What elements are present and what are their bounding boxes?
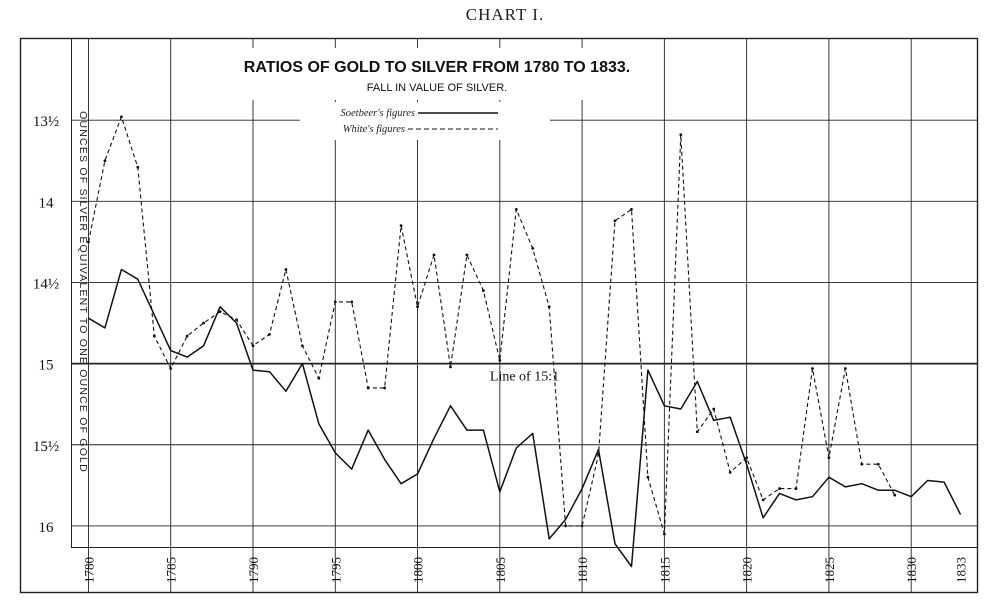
chart-subtitle: FALL IN VALUE OF SILVER. (367, 82, 507, 94)
data-point (843, 367, 847, 370)
data-point (712, 407, 716, 411)
data-point (860, 462, 864, 466)
data-point (449, 365, 452, 369)
page-heading: CHART I. (466, 5, 544, 24)
data-point (630, 208, 633, 211)
data-point (580, 524, 584, 528)
data-point (662, 532, 666, 536)
x-tick-label: 1795 (328, 557, 343, 583)
data-point (481, 289, 485, 292)
data-point (876, 462, 880, 466)
legend: Soetbeer's figures White's figures (341, 108, 498, 135)
data-point (498, 358, 502, 362)
data-point (465, 253, 469, 257)
data-point (350, 300, 354, 304)
y-tick-label: 14 (39, 195, 55, 211)
data-point (893, 493, 897, 497)
data-point (169, 367, 173, 370)
data-point (87, 240, 90, 244)
series-line-white (87, 116, 896, 535)
y-tick-label: 15 (39, 358, 54, 374)
data-point (317, 376, 321, 380)
x-tick-label: 1790 (246, 557, 261, 583)
y-axis-label: OUNCES OF SILVER EQUIVALENT TO ONE OUNCE… (77, 111, 89, 473)
chart-title: RATIOS OF GOLD TO SILVER FROM 1780 TO 18… (244, 59, 630, 76)
data-point (514, 208, 518, 211)
plot-frame (71, 38, 978, 548)
x-tick-label: 1825 (822, 557, 837, 583)
x-tick-label: 1785 (164, 557, 179, 583)
x-tick-label: 1833 (954, 557, 969, 583)
x-tick-label: 1780 (81, 557, 96, 583)
data-point (103, 159, 107, 163)
y-tick-label: 13½ (33, 114, 59, 130)
data-point (811, 367, 814, 370)
data-point (416, 305, 419, 309)
data-point (646, 475, 650, 479)
data-point (202, 321, 206, 325)
data-point (728, 470, 732, 474)
series-line-soetbeer (88, 268, 962, 568)
data-point (399, 224, 403, 228)
y-tick-label: 16 (39, 520, 55, 536)
data-point (152, 334, 156, 338)
data-point (235, 318, 238, 322)
y-tick-label: 14½ (33, 276, 59, 292)
data-point (761, 498, 765, 502)
data-point (778, 487, 781, 490)
data-point (268, 332, 271, 336)
x-tick-label: 1830 (904, 557, 919, 583)
title-backdrop (230, 48, 640, 100)
data-point (695, 430, 699, 434)
x-tick-labels: 1780 1785 1790 1795 1800 1805 1810 1815 1820 1825… (81, 557, 968, 583)
legend-backdrop (300, 102, 550, 140)
data-point (679, 133, 683, 137)
legend-label-soetbeer: Soetbeer's figures (341, 108, 415, 119)
data-point (251, 344, 255, 348)
data-point (119, 115, 123, 119)
x-tick-label: 1815 (657, 557, 672, 583)
data-point (300, 344, 304, 348)
legend-label-white: White's figures (343, 124, 405, 135)
y-tick-labels: 13½ 14 14½ 15 15½ 16 (33, 114, 59, 536)
series-layer (87, 115, 962, 568)
x-tick-label: 1810 (575, 557, 590, 583)
data-point (564, 524, 568, 528)
data-point (383, 386, 387, 390)
x-tick-label: 1805 (493, 557, 508, 583)
data-point (432, 253, 436, 257)
data-point (531, 246, 535, 250)
data-point (333, 300, 337, 304)
reference-line-label: Line of 15:1 (490, 369, 559, 384)
data-point (185, 334, 189, 338)
data-point (366, 386, 370, 390)
x-tick-label: 1800 (411, 557, 426, 583)
data-point (284, 268, 288, 271)
data-point (547, 305, 551, 309)
x-tick-label: 1820 (740, 557, 755, 583)
data-point (218, 310, 222, 314)
y-tick-label: 15½ (33, 439, 59, 455)
data-point (794, 487, 798, 490)
data-point (136, 165, 140, 169)
data-point (597, 453, 600, 456)
data-point (827, 456, 831, 460)
data-point (613, 219, 617, 223)
data-point (745, 456, 749, 460)
